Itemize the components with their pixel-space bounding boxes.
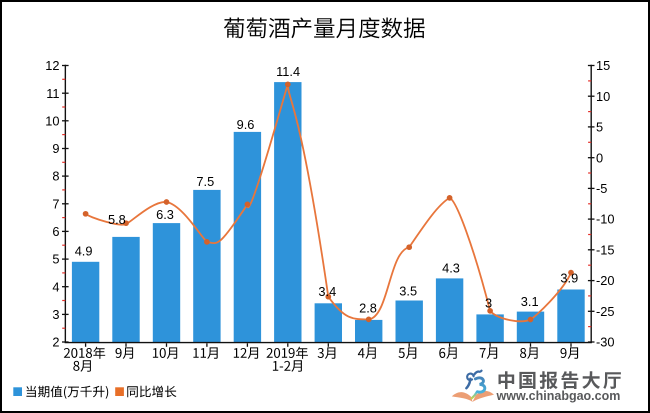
svg-text:11: 11 [46,86,59,101]
svg-text:6: 6 [52,224,59,239]
svg-text:4.9: 4.9 [75,244,93,259]
svg-text:7.5: 7.5 [196,174,214,189]
svg-text:3.9: 3.9 [560,271,578,286]
svg-text:8: 8 [52,169,59,184]
svg-text:10: 10 [596,89,610,104]
svg-text:-10: -10 [596,212,615,227]
svg-text:7: 7 [52,196,59,211]
svg-text:3: 3 [485,295,492,310]
svg-text:15: 15 [596,58,610,73]
svg-text:12: 12 [45,58,59,73]
svg-text:-25: -25 [596,304,615,319]
svg-text:5: 5 [52,252,59,267]
svg-text:5: 5 [596,120,603,135]
svg-text:3.1: 3.1 [521,294,539,309]
svg-text:4.3: 4.3 [442,260,460,275]
svg-text:www.chinabgao.com: www.chinabgao.com [496,389,621,403]
svg-text:2.8: 2.8 [359,301,377,316]
svg-text:3.5: 3.5 [399,284,417,299]
svg-text:3: 3 [52,307,59,322]
svg-text:3.4: 3.4 [318,284,336,299]
svg-text:4: 4 [52,279,59,294]
svg-text:5.8: 5.8 [108,212,126,227]
svg-text:-20: -20 [596,273,615,288]
svg-text:6.3: 6.3 [156,207,174,222]
svg-text:9.6: 9.6 [237,117,255,132]
svg-text:2: 2 [52,335,59,350]
svg-text:-30: -30 [596,335,615,350]
svg-text:10: 10 [45,113,59,128]
svg-text:11.4: 11.4 [276,64,300,79]
svg-text:9: 9 [52,141,59,156]
svg-text:0: 0 [596,150,603,165]
svg-text:-5: -5 [596,181,607,196]
svg-text:-15: -15 [596,242,615,257]
